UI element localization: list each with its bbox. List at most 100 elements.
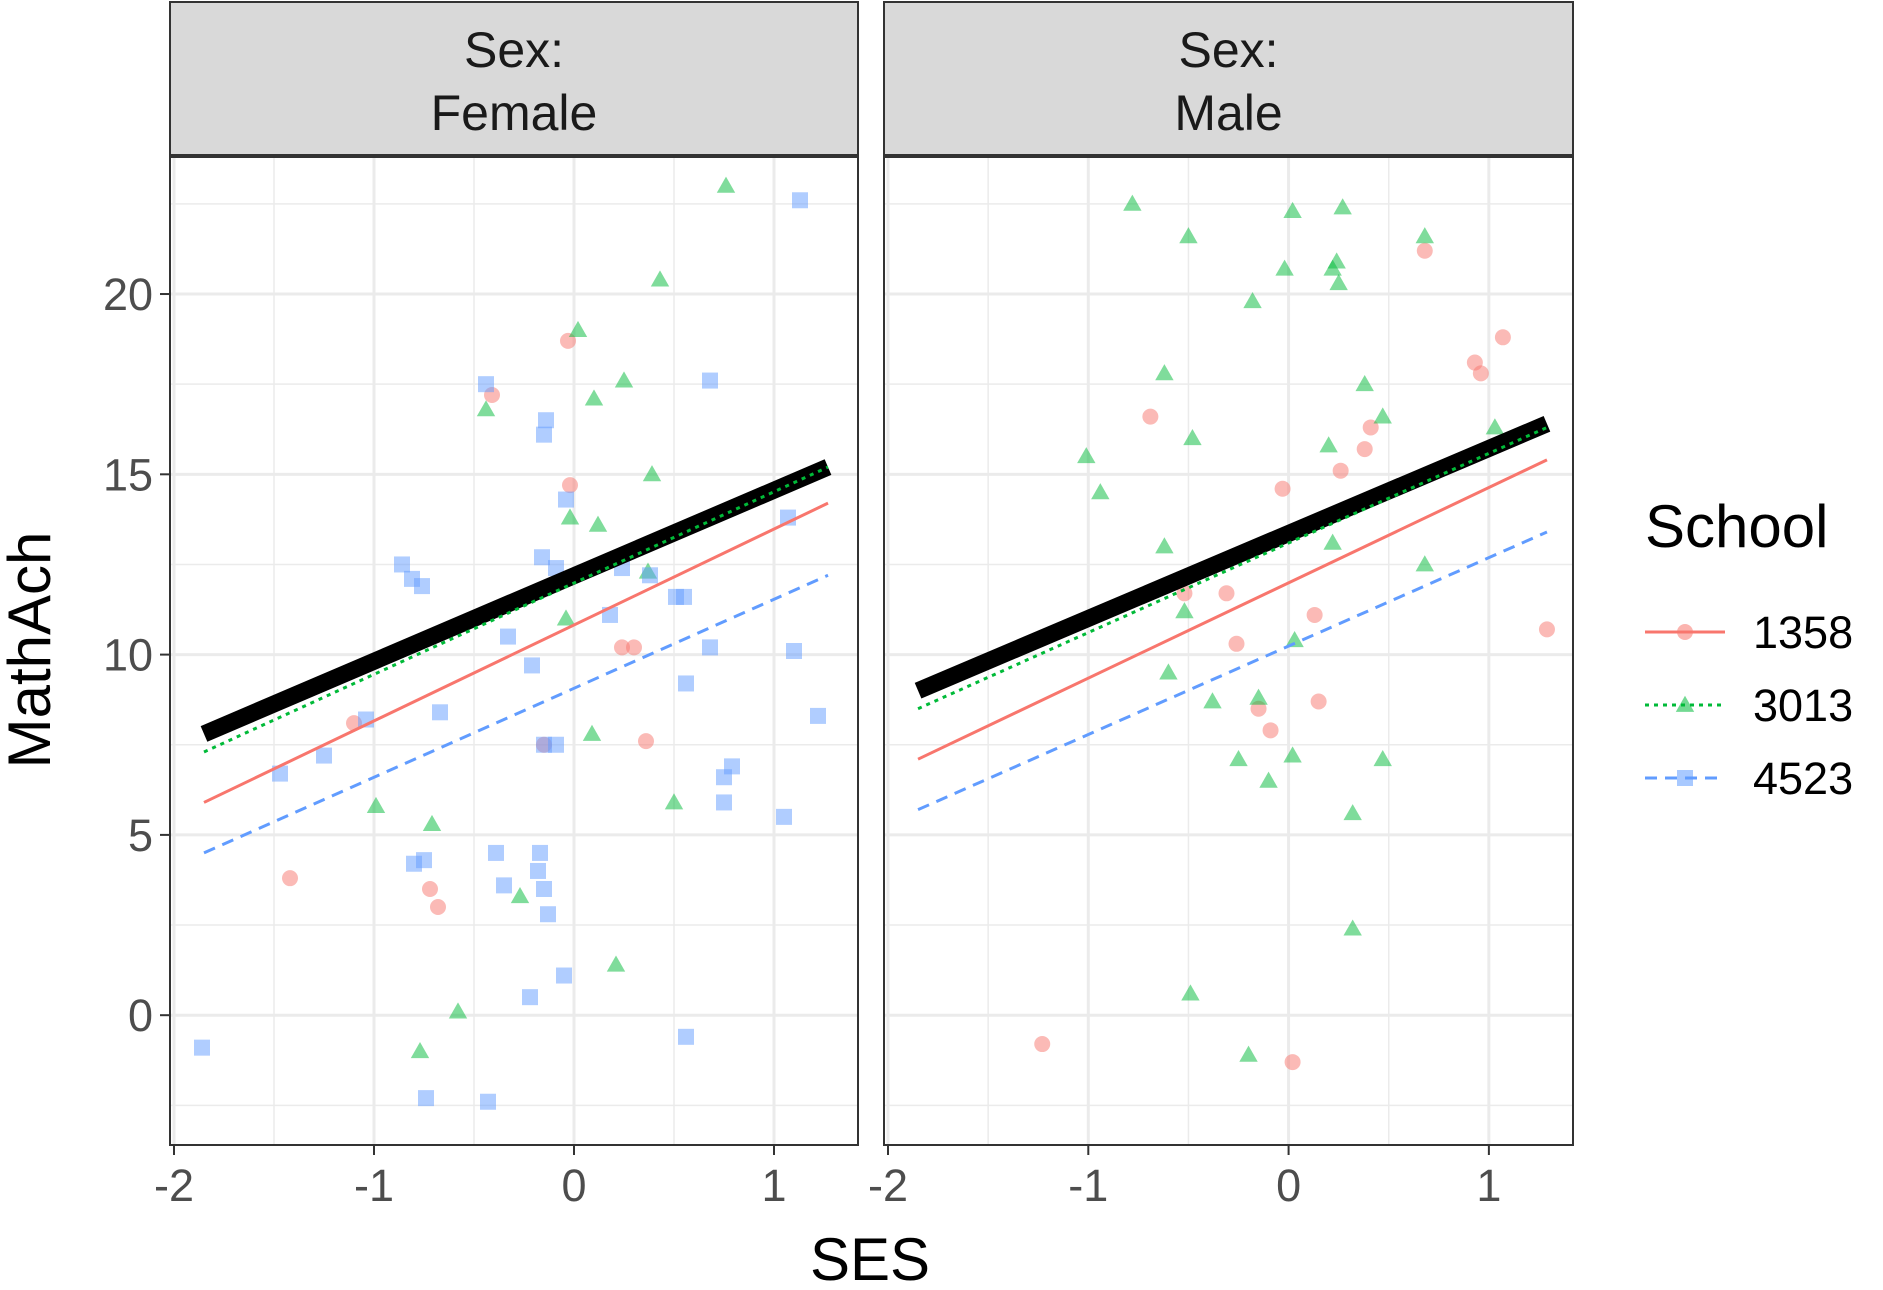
facet-strip <box>883 1 1574 156</box>
data-point-school-3013 <box>606 955 626 972</box>
legend-symbol-4523 <box>1677 770 1693 786</box>
y-axis-title: MathAch <box>0 532 63 769</box>
data-point-school-4523 <box>416 852 432 869</box>
data-point-school-4523 <box>678 1028 694 1045</box>
panel-border <box>883 156 1574 1146</box>
data-point-school-4523 <box>530 862 546 879</box>
data-point-school-4523 <box>556 967 572 984</box>
data-point-school-1358 <box>1176 585 1193 602</box>
overall-regression-line <box>914 416 1551 699</box>
data-point-school-4523 <box>418 1090 434 1107</box>
data-point-school-4523 <box>480 1093 496 1110</box>
legend-symbol-1358 <box>1677 624 1693 640</box>
facet-strip-label: Sex: <box>1178 22 1278 78</box>
data-point-school-3013 <box>582 724 602 741</box>
data-point-school-3013 <box>560 508 580 525</box>
data-point-school-4523 <box>786 643 802 659</box>
data-point-school-4523 <box>548 736 564 753</box>
facet-strip <box>169 1 859 156</box>
data-point-school-1358 <box>1306 606 1323 623</box>
facet-panel-male: Sex: Male -2 -1 0 1 <box>868 1 1574 1211</box>
x-axis-title: SES <box>810 1226 930 1290</box>
panel-background <box>884 157 1573 1145</box>
legend-label-1358: 1358 <box>1753 607 1853 658</box>
data-point-school-3013 <box>1343 804 1362 821</box>
data-point-school-4523 <box>536 426 552 443</box>
data-point-school-3013 <box>1175 602 1194 619</box>
data-point-school-4523 <box>540 906 556 923</box>
data-point-school-1358 <box>1356 441 1373 458</box>
data-point-school-4523 <box>548 560 564 577</box>
regression-line-school-3013 <box>917 426 1548 711</box>
legend: School 1358 3013 4523 <box>1645 493 1853 804</box>
data-point-school-1358 <box>638 733 654 750</box>
data-point-school-1358 <box>1332 462 1349 479</box>
data-point-school-4523 <box>394 556 410 573</box>
x-tick-label: -2 <box>154 1160 194 1211</box>
panels-layer: Sex: Female -2 -1 0 1 Sex: Male -2 -1 0 1 <box>154 1 1574 1211</box>
data-point-school-3013 <box>588 515 608 532</box>
data-point-school-3013 <box>448 1002 468 1019</box>
data-point-school-3013 <box>476 400 496 417</box>
data-point-school-3013 <box>1183 429 1202 446</box>
regression-line-school-4523 <box>917 530 1548 812</box>
data-point-school-1358 <box>1274 480 1291 497</box>
data-point-school-1358 <box>1034 1036 1051 1053</box>
legend-label-3013: 3013 <box>1753 680 1853 731</box>
data-point-school-3013 <box>1333 198 1352 215</box>
facet-strip-label: Female <box>431 85 598 141</box>
panel-background <box>170 157 858 1145</box>
data-point-school-3013 <box>1243 292 1262 309</box>
data-point-school-1358 <box>1538 621 1555 638</box>
data-point-school-1358 <box>1284 1054 1301 1071</box>
data-point-school-3013 <box>1319 436 1338 453</box>
data-point-school-3013 <box>1343 919 1362 936</box>
data-point-school-3013 <box>1123 194 1142 211</box>
data-point-school-1358 <box>562 477 578 494</box>
data-point-school-4523 <box>534 549 550 566</box>
x-axis: -2 -1 0 1 <box>154 1145 787 1211</box>
data-point-school-3013 <box>1179 227 1198 244</box>
x-tick-label: 0 <box>561 1160 586 1211</box>
data-point-school-1358 <box>1472 365 1489 382</box>
data-point-school-4523 <box>316 747 332 764</box>
legend-title: School <box>1645 493 1828 560</box>
x-axis: -2 -1 0 1 <box>868 1145 1501 1211</box>
data-point-school-4523 <box>496 877 512 894</box>
data-point-school-4523 <box>500 628 516 645</box>
data-point-school-4523 <box>716 794 732 811</box>
data-point-school-4523 <box>792 192 808 209</box>
data-point-school-3013 <box>1283 201 1302 218</box>
data-point-school-4523 <box>478 376 494 393</box>
regression-lines <box>200 459 832 855</box>
data-point-school-3013 <box>1323 259 1342 276</box>
data-point-school-4523 <box>536 880 552 897</box>
y-tick-label: 0 <box>128 990 153 1041</box>
facet-strip-label: Sex: <box>464 22 564 78</box>
data-point-school-1358 <box>1416 242 1433 259</box>
regression-line-school-3013 <box>203 465 829 754</box>
points-layer <box>194 176 826 1110</box>
data-point-school-3013 <box>1239 1045 1258 1062</box>
data-point-school-1358 <box>1218 585 1235 602</box>
data-point-school-3013 <box>1485 418 1505 435</box>
data-point-school-3013 <box>1285 630 1304 648</box>
data-point-school-4523 <box>524 657 540 674</box>
data-point-school-3013 <box>1091 483 1110 500</box>
x-tick-label: -2 <box>868 1160 908 1211</box>
data-point-school-3013 <box>410 1042 430 1059</box>
data-point-school-4523 <box>538 412 554 429</box>
data-point-school-3013 <box>584 389 604 406</box>
data-point-school-4523 <box>432 704 448 721</box>
data-point-school-4523 <box>194 1039 210 1056</box>
y-axis: 0 5 10 15 20 <box>103 269 170 1041</box>
data-point-school-4523 <box>716 769 732 786</box>
data-point-school-3013 <box>568 320 588 337</box>
legend-symbol-3013 <box>1675 695 1695 712</box>
data-point-school-3013 <box>1415 227 1434 244</box>
data-point-school-3013 <box>1415 555 1434 572</box>
data-point-school-3013 <box>1203 692 1222 709</box>
overall-regression-line <box>200 459 832 742</box>
data-point-school-3013 <box>1275 259 1294 276</box>
